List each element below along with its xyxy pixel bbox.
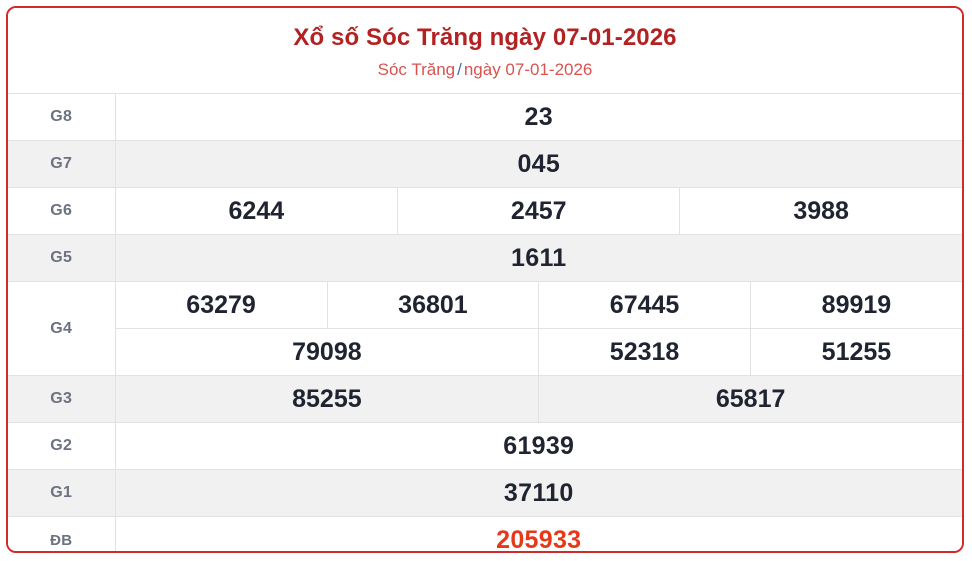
page-title: Xổ số Sóc Trăng ngày 07-01-2026 bbox=[293, 24, 677, 51]
prize-value-g8: 23 bbox=[114, 93, 962, 141]
card-header: Xổ số Sóc Trăng ngày 07-01-2026 Sóc Trăn… bbox=[8, 8, 962, 93]
table-row: G8 23 bbox=[8, 93, 962, 141]
g4-line-1: 63279 36801 67445 89919 bbox=[115, 282, 962, 329]
prize-value-g6-1: 6244 bbox=[115, 188, 399, 234]
lottery-result-card: Xổ số Sóc Trăng ngày 07-01-2026 Sóc Trăn… bbox=[6, 6, 964, 553]
prize-value-g4-6: 52318 bbox=[538, 328, 751, 375]
prize-values-g4: 63279 36801 67445 89919 79098 52318 5125… bbox=[114, 281, 962, 376]
prize-label-g6: G6 bbox=[8, 187, 116, 235]
g4-grid: 63279 36801 67445 89919 79098 52318 5125… bbox=[115, 282, 962, 375]
prize-label-g4: G4 bbox=[8, 281, 116, 376]
prize-label-g1: G1 bbox=[8, 469, 116, 517]
subtitle-separator: / bbox=[457, 60, 462, 79]
prize-label-g8: G8 bbox=[8, 93, 116, 141]
card-subtitle: Sóc Trăng / ngày 07-01-2026 bbox=[8, 59, 962, 81]
prize-value-g4-4: 89919 bbox=[749, 282, 962, 329]
table-row: ĐB 205933 bbox=[8, 516, 962, 551]
table-row: G4 63279 36801 67445 89919 79098 52318 5… bbox=[8, 281, 962, 376]
result-date: ngày 07-01-2026 bbox=[463, 60, 593, 79]
prize-value-g3-2: 65817 bbox=[538, 376, 962, 422]
prize-values-g3: 85255 65817 bbox=[114, 375, 962, 423]
table-row: G2 61939 bbox=[8, 422, 962, 470]
prize-value-g4-7: 51255 bbox=[749, 328, 962, 375]
prize-table: G8 23 G7 045 G6 6244 2457 3988 bbox=[8, 93, 962, 551]
table-row: G5 1611 bbox=[8, 234, 962, 282]
prize-value-g5: 1611 bbox=[114, 234, 962, 282]
prize-value-g3-1: 85255 bbox=[115, 376, 540, 422]
prize-value-g6-3: 3988 bbox=[679, 188, 962, 234]
prize-value-g2: 61939 bbox=[114, 422, 962, 470]
prize-label-g3: G3 bbox=[8, 375, 116, 423]
table-row: G3 85255 65817 bbox=[8, 375, 962, 423]
prize-value-g4-2: 36801 bbox=[326, 282, 540, 329]
table-row: G6 6244 2457 3988 bbox=[8, 187, 962, 235]
prize-label-g2: G2 bbox=[8, 422, 116, 470]
prize-label-g5: G5 bbox=[8, 234, 116, 282]
prize-value-g4-1: 63279 bbox=[115, 282, 328, 329]
prize-label-db: ĐB bbox=[8, 516, 116, 551]
prize-value-db: 205933 bbox=[114, 516, 962, 551]
prize-value-g4-3: 67445 bbox=[538, 282, 751, 329]
prize-value-g4-5: 79098 bbox=[115, 328, 540, 375]
province-name: Sóc Trăng bbox=[377, 60, 456, 79]
prize-value-g7: 045 bbox=[114, 140, 962, 188]
g6-grid: 6244 2457 3988 bbox=[115, 188, 962, 234]
prize-value-g1: 37110 bbox=[114, 469, 962, 517]
g3-grid: 85255 65817 bbox=[115, 376, 962, 422]
table-row: G1 37110 bbox=[8, 469, 962, 517]
prize-value-g6-2: 2457 bbox=[397, 188, 681, 234]
prize-values-g6: 6244 2457 3988 bbox=[114, 187, 962, 235]
g4-line-2: 79098 52318 51255 bbox=[115, 328, 962, 375]
table-row: G7 045 bbox=[8, 140, 962, 188]
prize-label-g7: G7 bbox=[8, 140, 116, 188]
